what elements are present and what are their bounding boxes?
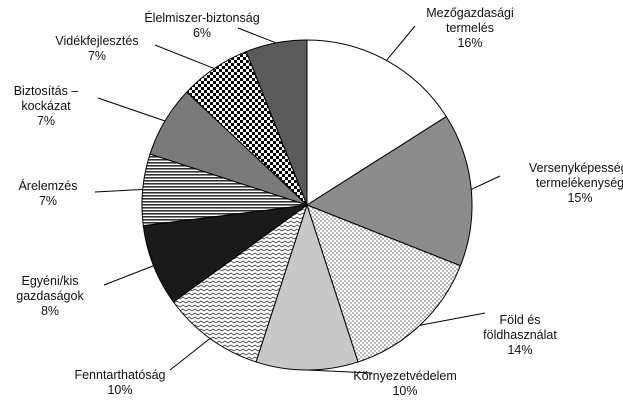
slice-label-kornyezetvedelem: Környezetvédelem 10%: [353, 369, 457, 398]
slice-name-fold-es-foldhasznalat: Föld és: [500, 313, 541, 327]
leader-line-elelmiszer-biztonsag: [237, 27, 277, 44]
slice-label-videkfejlesztes: Vidékfejlesztés 7%: [55, 34, 138, 63]
pie-slices: [141, 39, 473, 371]
slice-label-elelmiszer-biztonsag: Élelmiszer-biztonság 6%: [144, 10, 259, 40]
slice-name-egyeni-kis-gazdasagok: Egyéni/kis: [22, 274, 79, 288]
slice-name-biztositas-kockazat: kockázat: [21, 99, 71, 113]
leader-line-fenntarthatosag: [169, 338, 211, 371]
slice-name-videkfejlesztes: Vidékfejlesztés: [55, 34, 138, 48]
slice-label-egyeni-kis-gazdasagok: Egyéni/kis gazdaságok 8%: [16, 274, 84, 318]
slice-label-biztositas-kockazat: Biztosítás – kockázat 7%: [14, 84, 79, 128]
leader-line-arelemzes: [94, 188, 143, 193]
leader-line-egyeni-kis-gazdasagok: [103, 265, 154, 286]
slice-value-arelemzes: 7%: [39, 194, 57, 208]
slice-value-fold-es-foldhasznalat: 14%: [507, 343, 532, 357]
slice-name-mezogazdasagi-termeles: termelés: [446, 21, 494, 35]
slice-value-videkfejlesztes: 7%: [88, 49, 106, 63]
slice-name-mezogazdasagi-termeles: Mezőgazdasági: [426, 6, 514, 20]
slice-label-fold-es-foldhasznalat: Föld és földhasználat 14%: [483, 313, 557, 357]
leader-line-videkfejlesztes: [154, 44, 215, 69]
slice-label-fenntarthatosag: Fenntarthatóság 10%: [74, 368, 165, 397]
slice-label-versenykepesseg-termelekenyseg: Versenyképesség, termelékenység 15%: [529, 161, 623, 205]
slice-name-versenykepesseg-termelekenyseg: Versenyképesség,: [529, 161, 623, 175]
slice-value-kornyezetvedelem: 10%: [392, 384, 417, 398]
slice-label-mezogazdasagi-termeles: Mezőgazdasági termelés 16%: [426, 6, 514, 50]
leader-line-biztositas-kockazat: [97, 97, 166, 122]
leader-line-versenykepesseg-termelekenyseg: [471, 175, 501, 190]
slice-value-versenykepesseg-termelekenyseg: 15%: [567, 191, 592, 205]
slice-value-fenntarthatosag: 10%: [107, 383, 132, 397]
slice-label-arelemzes: Árelemzés 7%: [18, 178, 77, 208]
pie-slice-mezogazdasagi-termeles: [306, 39, 448, 206]
pie-slice-versenykepesseg-termelekenyseg: [305, 115, 473, 267]
slice-name-biztositas-kockazat: Biztosítás –: [14, 84, 79, 98]
slice-name-fold-es-foldhasznalat: földhasználat: [483, 328, 557, 342]
slice-name-elelmiszer-biztonsag: Élelmiszer-biztonság: [144, 10, 259, 25]
leader-line-fold-es-foldhasznalat: [419, 312, 486, 326]
leader-lines: [94, 25, 501, 374]
leader-line-mezogazdasagi-termeles: [386, 25, 416, 61]
pie-slice-kornyezetvedelem: [255, 203, 359, 371]
slice-name-fenntarthatosag: Fenntarthatóság: [74, 368, 165, 382]
slice-name-kornyezetvedelem: Környezetvédelem: [353, 369, 457, 383]
slice-value-biztositas-kockazat: 7%: [37, 114, 55, 128]
slice-value-egyeni-kis-gazdasagok: 8%: [41, 304, 59, 318]
slice-name-egyeni-kis-gazdasagok: gazdaságok: [16, 289, 84, 303]
slice-labels: Mezőgazdasági termelés 16% Versenyképesség,…: [14, 6, 623, 398]
slice-value-mezogazdasagi-termeles: 16%: [457, 36, 482, 50]
slice-name-arelemzes: Árelemzés: [18, 178, 77, 193]
slice-value-elelmiszer-biztonsag: 6%: [193, 26, 211, 40]
slice-name-versenykepesseg-termelekenyseg: termelékenység: [536, 176, 623, 190]
leader-line-kornyezetvedelem: [306, 369, 373, 374]
